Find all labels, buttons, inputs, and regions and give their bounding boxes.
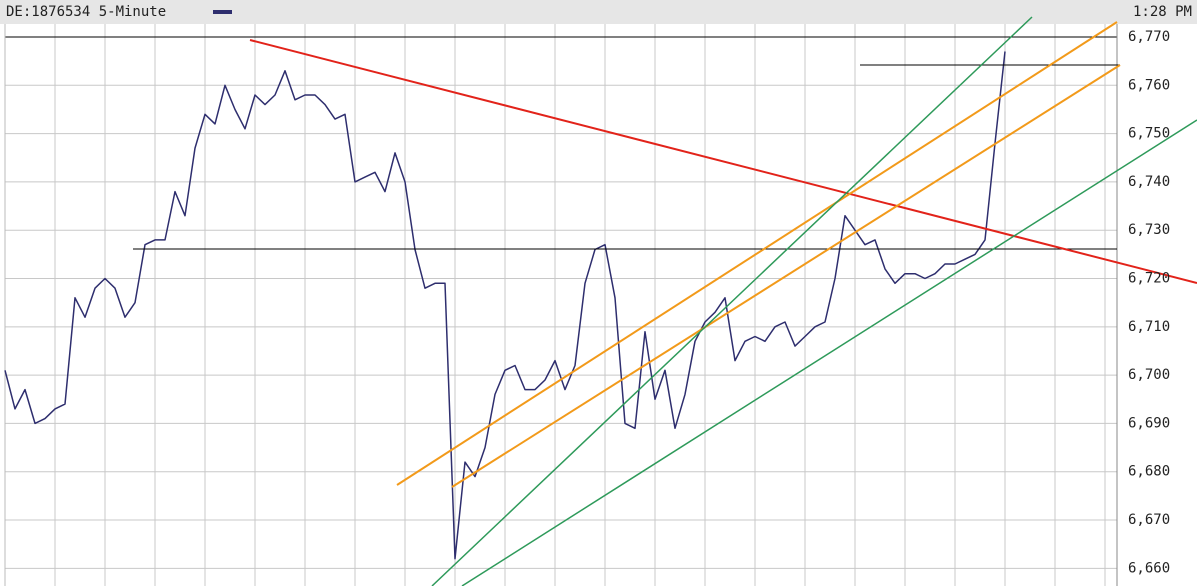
grid: [5, 24, 1117, 586]
green-trend-line: [431, 16, 1033, 586]
time-label: 1:28 PM: [1133, 4, 1192, 20]
orange-channel-line: [451, 64, 1121, 488]
red-trend-line: [249, 39, 1197, 284]
y-tick-label: 6,690: [1128, 415, 1170, 431]
green-trend-line: [461, 119, 1197, 586]
y-tick-label: 6,670: [1128, 512, 1170, 528]
y-tick-label: 6,730: [1128, 222, 1170, 238]
y-tick-label: 6,760: [1128, 77, 1170, 93]
y-tick-label: 6,770: [1128, 29, 1170, 45]
y-tick-label: 6,720: [1128, 271, 1170, 287]
y-tick-label: 6,700: [1128, 367, 1170, 383]
orange-channel-line: [396, 21, 1118, 486]
series: [4, 51, 1006, 560]
legend-swatch: [213, 10, 232, 14]
chart-title: DE:1876534 5-Minute: [6, 4, 166, 20]
y-tick-label: 6,740: [1128, 174, 1170, 190]
price-line: [4, 51, 1006, 560]
y-tick-label: 6,680: [1128, 464, 1170, 480]
y-tick-label: 6,660: [1128, 560, 1170, 576]
y-tick-label: 6,750: [1128, 126, 1170, 142]
trend-lines: [133, 16, 1197, 586]
header-bar: [0, 0, 1197, 24]
y-tick-label: 6,710: [1128, 319, 1170, 335]
